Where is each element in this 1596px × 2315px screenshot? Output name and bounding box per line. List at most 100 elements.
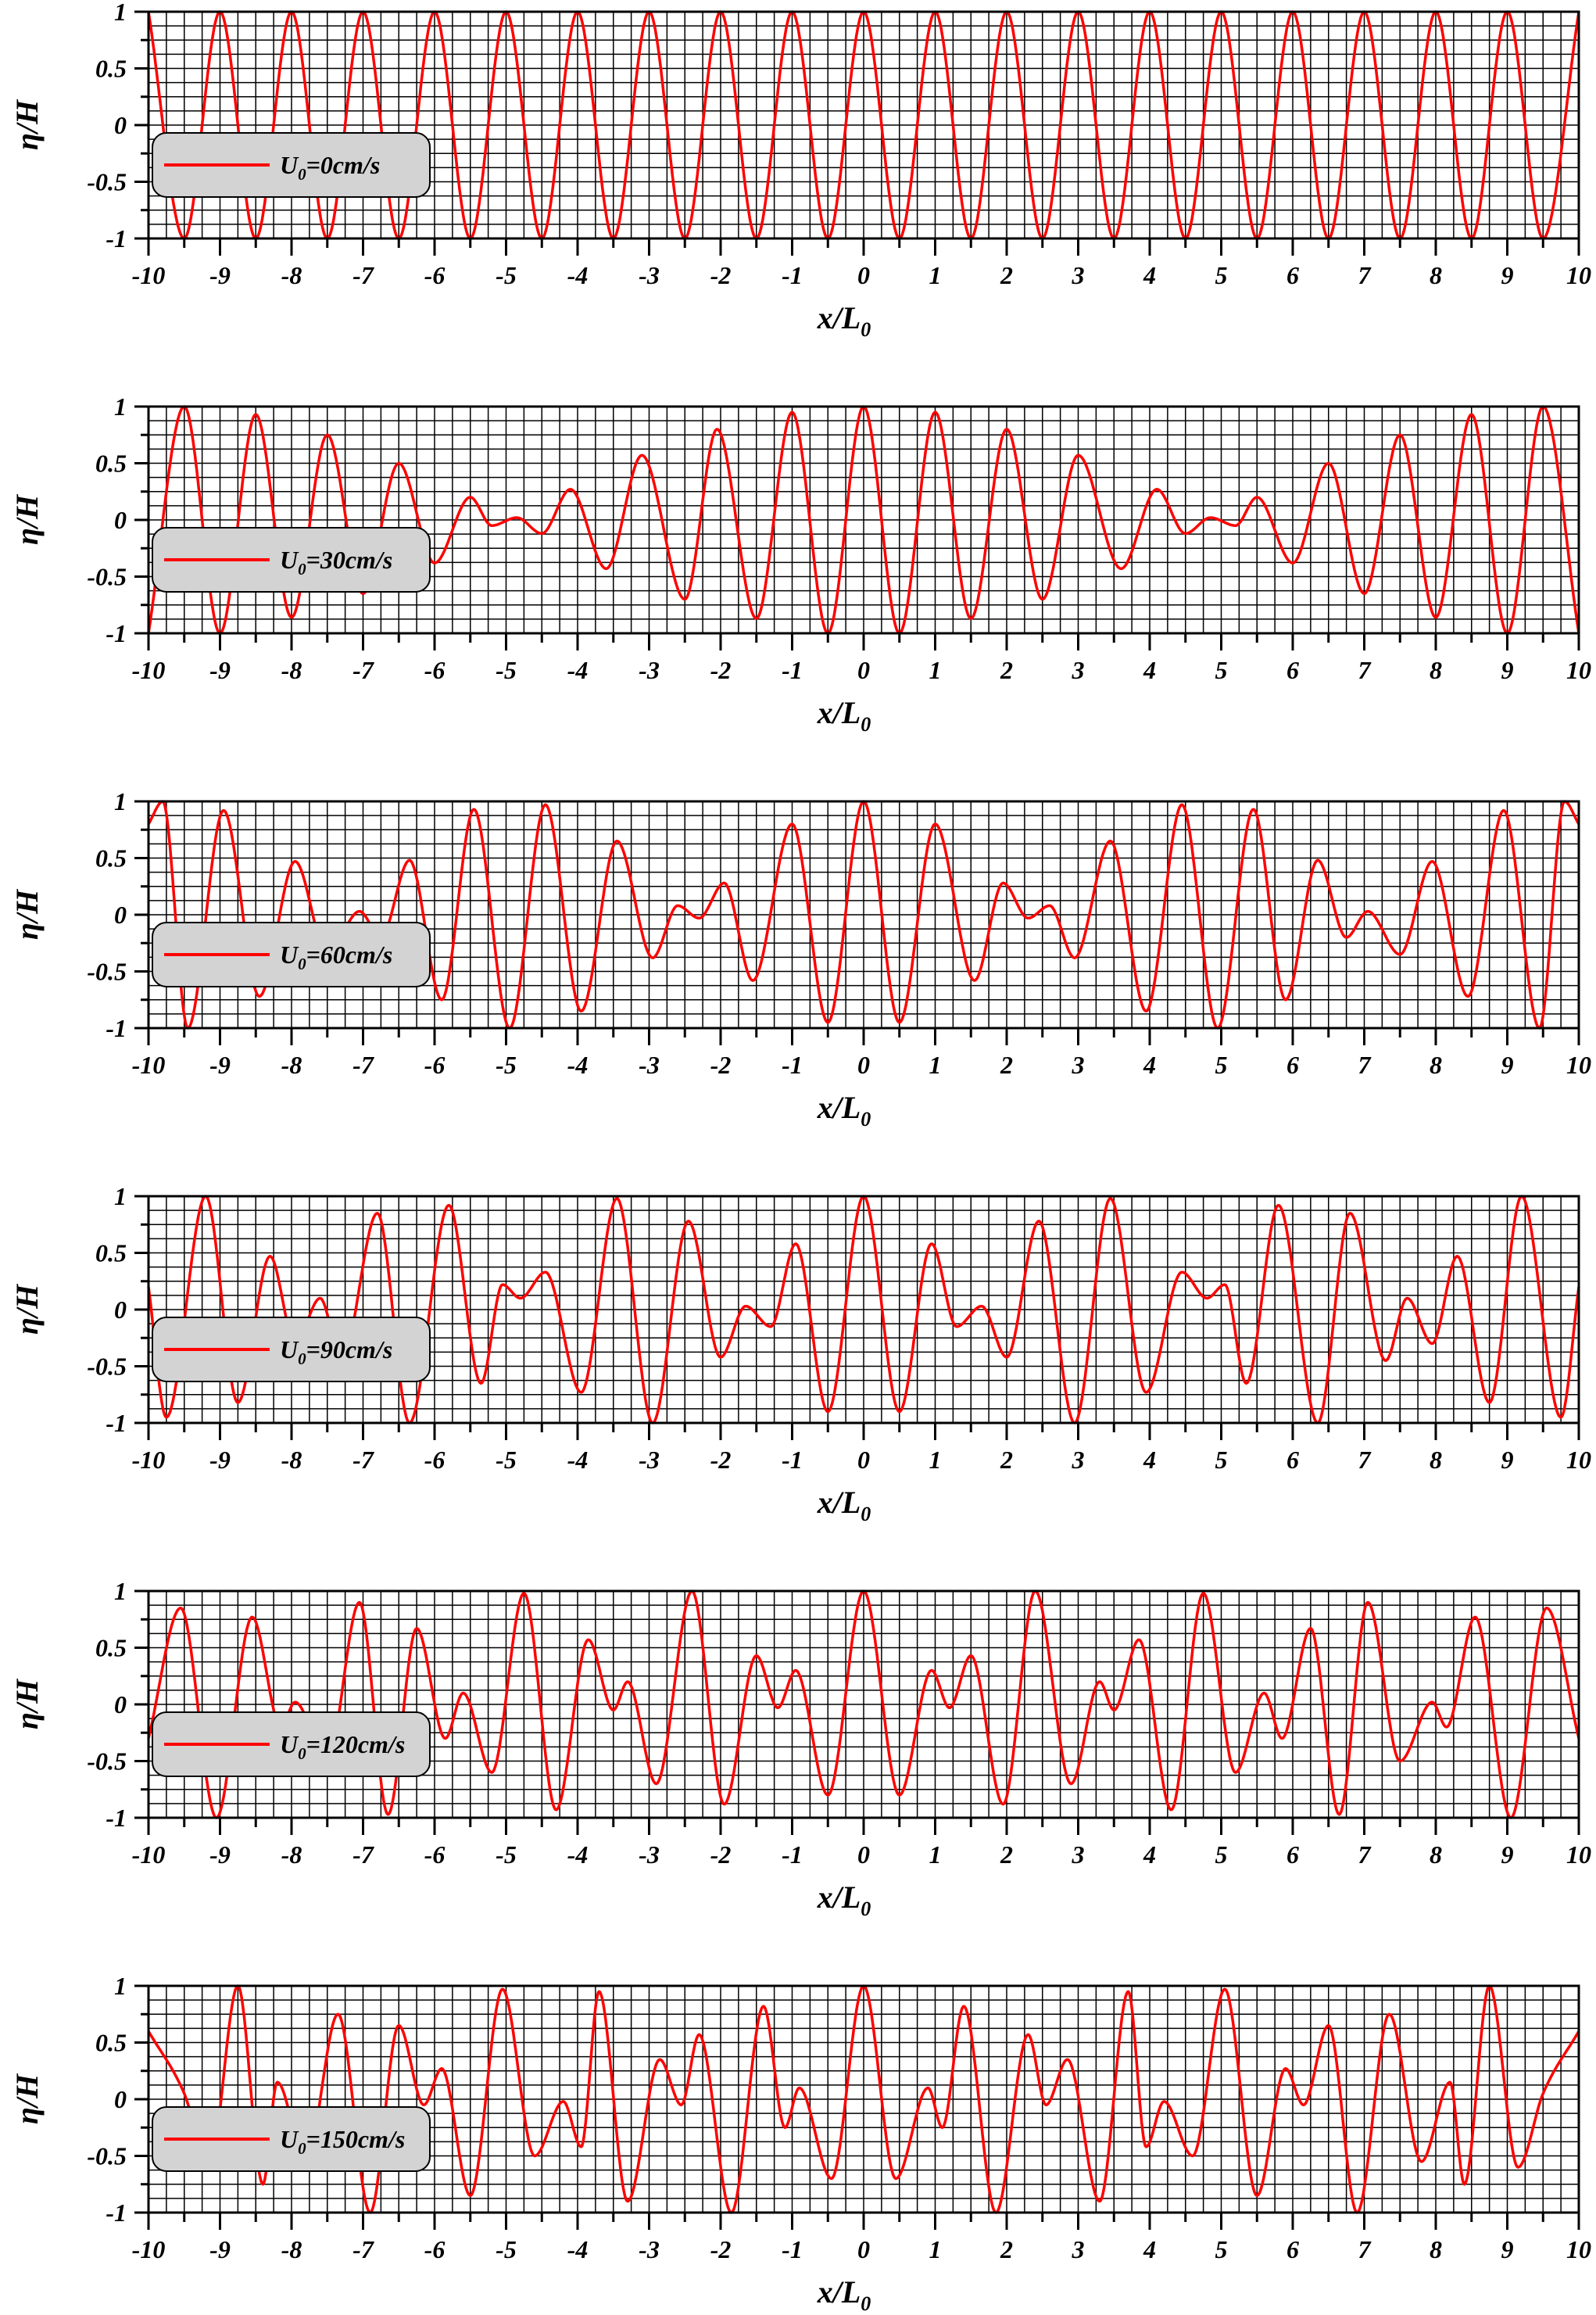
grid: [148, 1590, 1580, 1819]
x-tick-label: 6: [1286, 1051, 1299, 1079]
x-tick-label: 7: [1358, 261, 1372, 289]
y-tick-label: 0.5: [95, 1239, 127, 1267]
x-tick-label: -3: [639, 1840, 660, 1869]
x-axis-title-subscript: 0: [861, 1503, 871, 1525]
x-tick-label: -1: [782, 656, 803, 684]
x-tick-label: 7: [1358, 656, 1372, 684]
x-axis-title: x/L0: [817, 300, 871, 341]
y-tick-label: -0.5: [87, 563, 127, 591]
legend-label-subscript: 0: [298, 560, 306, 579]
x-tick-label: -2: [710, 2235, 732, 2263]
x-tick-label: -4: [567, 261, 589, 289]
legend-label: U0=90cm/s: [280, 1335, 392, 1368]
x-tick-label: -6: [424, 261, 446, 289]
legend-label-rest: =0cm/s: [306, 151, 381, 179]
x-tick-label: -4: [567, 1840, 589, 1869]
legend-label-subscript: 0: [298, 2139, 306, 2158]
x-tick-label: -7: [352, 1840, 375, 1869]
x-tick-label: 9: [1501, 261, 1514, 289]
x-axis-title-subscript: 0: [861, 713, 871, 736]
y-axis-title: η/H: [9, 2073, 45, 2124]
x-tick-label: 4: [1143, 2235, 1156, 2263]
x-tick-label: 5: [1215, 1840, 1228, 1869]
x-tick-label: 8: [1430, 2235, 1442, 2263]
x-tick-label: -5: [496, 1446, 517, 1474]
x-tick-label: -7: [352, 1446, 375, 1474]
x-tick-label: 4: [1143, 1446, 1156, 1474]
x-tick-label: -8: [281, 1840, 302, 1869]
x-axis-title-subscript: 0: [861, 318, 871, 341]
x-axis: -10 -9 -8 -7 -6 -5 -4 -3 -2 -1 0 1 2 3 4 5 6 7 8 9 10: [132, 1818, 1591, 1869]
x-tick-label: -1: [782, 1446, 803, 1474]
chart-panel-2: -10 -9 -8 -7 -6 -5 -4 -3 -2 -1 0 1 2 3 4 5 6 7 8 9 10x/L010.…: [9, 392, 1591, 736]
x-tick-label: 1: [929, 1051, 942, 1079]
x-tick-label: -1: [782, 2235, 803, 2263]
x-tick-label: -4: [567, 2235, 589, 2263]
legend-label-main: U: [280, 1335, 299, 1364]
x-tick-label: 10: [1566, 1840, 1591, 1869]
legend-label-subscript: 0: [298, 955, 306, 973]
x-tick-label: 1: [929, 2235, 942, 2263]
legend-label-subscript: 0: [298, 165, 306, 184]
legend-label-rest: =60cm/s: [306, 941, 393, 969]
chart-panel-3: -10 -9 -8 -7 -6 -5 -4 -3 -2 -1 0 1 2 3 4 5 6 7 8 9 10x/L010.…: [9, 787, 1591, 1131]
x-tick-label: -8: [281, 261, 302, 289]
legend-box: [152, 2106, 431, 2172]
x-tick-label: -9: [209, 1051, 231, 1079]
y-tick-label: 0.5: [95, 844, 127, 873]
y-axis-title: η/H: [9, 99, 45, 150]
legend: U0=30cm/s: [152, 527, 431, 593]
x-tick-label: -8: [281, 2235, 302, 2263]
x-tick-label: -3: [639, 2235, 660, 2263]
legend-label: U0=0cm/s: [280, 151, 380, 184]
legend-label-main: U: [280, 546, 299, 574]
x-tick-label: 2: [1000, 261, 1013, 289]
x-tick-label: 2: [1000, 1446, 1013, 1474]
x-tick-label: -2: [710, 1051, 732, 1079]
grid: [148, 406, 1580, 634]
x-axis-title: x/L0: [817, 1090, 871, 1131]
x-tick-label: -1: [782, 261, 803, 289]
y-tick-label: -0.5: [87, 1747, 127, 1776]
legend-box: [152, 1317, 431, 1382]
legend-label: U0=120cm/s: [280, 1730, 405, 1763]
x-axis: -10 -9 -8 -7 -6 -5 -4 -3 -2 -1 0 1 2 3 4 5 6 7 8 9 10: [132, 238, 1591, 289]
x-tick-label: -1: [782, 1051, 803, 1079]
x-tick-label: -6: [424, 2235, 446, 2263]
x-tick-label: 2: [1000, 656, 1013, 684]
x-tick-label: 3: [1072, 261, 1085, 289]
y-tick-label: -0.5: [87, 168, 127, 196]
x-axis: -10 -9 -8 -7 -6 -5 -4 -3 -2 -1 0 1 2 3 4 5 6 7 8 9 10: [132, 633, 1591, 684]
chart-panel-4: -10 -9 -8 -7 -6 -5 -4 -3 -2 -1 0 1 2 3 4 5 6 7 8 9 10x/L010.…: [9, 1182, 1591, 1525]
x-tick-label: -6: [424, 1840, 446, 1869]
chart-panel-1: -10 -9 -8 -7 -6 -5 -4 -3 -2 -1 0 1 2 3 4 5 6 7 8 9 10x/L010.…: [9, 0, 1591, 341]
chart-panel-6: -10 -9 -8 -7 -6 -5 -4 -3 -2 -1 0 1 2 3 4 5 6 7 8 9 10x/L010.…: [9, 1972, 1591, 2315]
legend-label: U0=30cm/s: [280, 546, 392, 579]
y-axis-title: η/H: [9, 1678, 45, 1729]
x-tick-label: 3: [1072, 1051, 1085, 1079]
x-tick-label: 1: [929, 656, 942, 684]
x-tick-label: -4: [567, 1051, 589, 1079]
x-tick-label: 0: [857, 2235, 870, 2263]
x-tick-label: -9: [209, 1840, 231, 1869]
x-tick-label: -9: [209, 261, 231, 289]
x-tick-label: 9: [1501, 656, 1514, 684]
legend-label-rest: =90cm/s: [306, 1335, 393, 1364]
x-tick-label: 4: [1143, 656, 1156, 684]
y-axis: 1 0.5 0 -0.5 -1: [87, 1577, 149, 1832]
y-axis-title: η/H: [9, 1283, 45, 1335]
legend-box: [152, 1711, 431, 1777]
x-tick-label: 10: [1566, 1051, 1591, 1079]
y-axis: 1 0.5 0 -0.5 -1: [87, 1182, 149, 1437]
y-tick-label: 1: [114, 1972, 127, 2000]
x-tick-label: -2: [710, 1840, 732, 1869]
x-tick-label: 1: [929, 1840, 942, 1869]
x-tick-label: 9: [1501, 1051, 1514, 1079]
x-tick-label: 8: [1430, 261, 1442, 289]
x-tick-label: 6: [1286, 2235, 1299, 2263]
y-tick-label: 0: [114, 1295, 127, 1324]
x-tick-label: 7: [1358, 2235, 1372, 2263]
x-tick-label: -8: [281, 1051, 302, 1079]
legend-label-subscript: 0: [298, 1349, 306, 1368]
x-tick-label: 3: [1072, 656, 1085, 684]
